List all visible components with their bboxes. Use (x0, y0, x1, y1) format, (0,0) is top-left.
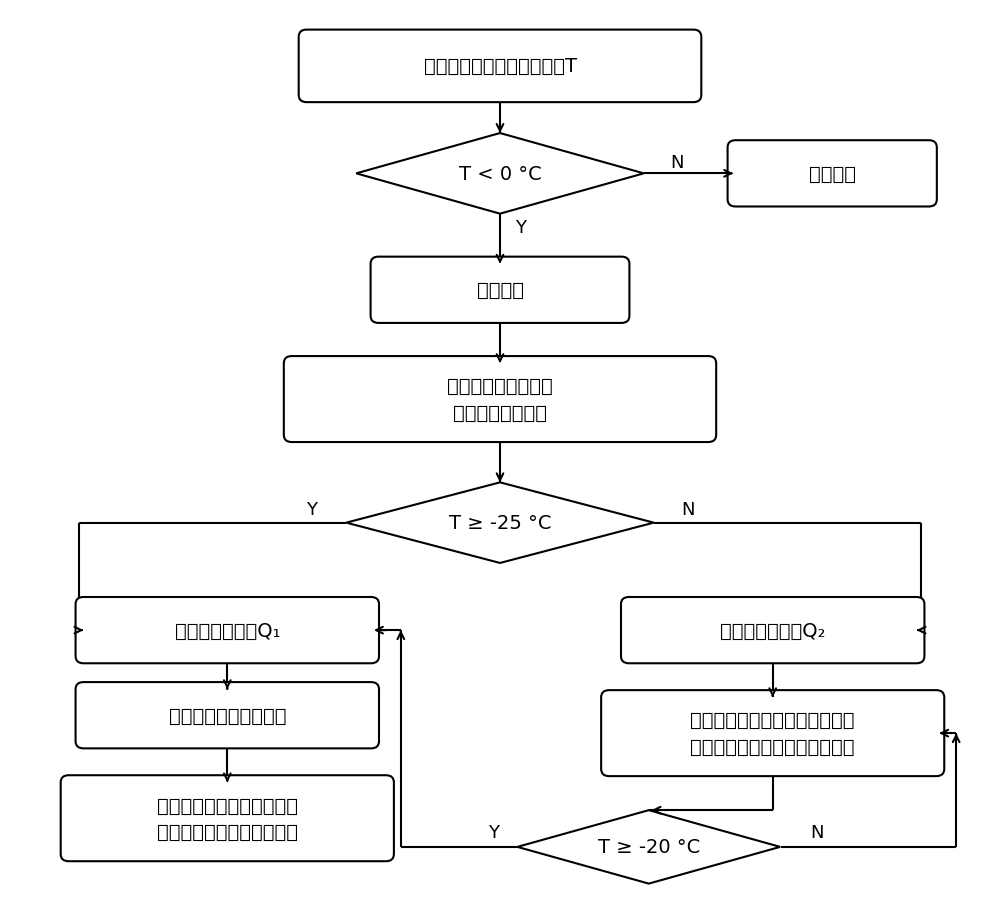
FancyBboxPatch shape (601, 691, 944, 777)
Text: N: N (682, 500, 695, 518)
FancyBboxPatch shape (76, 683, 379, 749)
FancyBboxPatch shape (61, 776, 394, 861)
Text: N: N (811, 823, 824, 841)
Polygon shape (346, 483, 654, 563)
FancyBboxPatch shape (76, 597, 379, 664)
Text: 低温启动: 低温启动 (477, 281, 524, 300)
Text: 设定冷却剂流量Q₂: 设定冷却剂流量Q₂ (720, 621, 825, 640)
Text: 启用冷启动循环回路
关闭标准冷却回路: 启用冷启动循环回路 关闭标准冷却回路 (447, 377, 553, 423)
Text: T ≥ -20 °C: T ≥ -20 °C (598, 837, 700, 856)
Text: 设定冷却剂流量Q₁: 设定冷却剂流量Q₁ (175, 621, 280, 640)
Polygon shape (517, 810, 780, 884)
Text: Y: Y (515, 219, 526, 237)
Text: T < 0 °C: T < 0 °C (459, 164, 541, 183)
Text: Y: Y (306, 500, 317, 518)
Polygon shape (356, 134, 644, 214)
Text: N: N (670, 154, 683, 172)
FancyBboxPatch shape (621, 597, 924, 664)
FancyBboxPatch shape (284, 357, 716, 442)
FancyBboxPatch shape (728, 141, 937, 208)
Text: 燃料电池堆冷却液出口温度T: 燃料电池堆冷却液出口温度T (424, 57, 576, 76)
Text: 正常启动: 正常启动 (809, 164, 856, 183)
Text: Y: Y (488, 823, 499, 841)
Text: 按设定程序进行自启动: 按设定程序进行自启动 (169, 706, 286, 725)
FancyBboxPatch shape (299, 31, 701, 103)
Text: 充电电池向电加热器供电加热冷
却液并持续监测冷却液出口温度: 充电电池向电加热器供电加热冷 却液并持续监测冷却液出口温度 (690, 711, 855, 756)
Text: T ≥ -25 °C: T ≥ -25 °C (449, 514, 551, 533)
FancyBboxPatch shape (371, 257, 629, 323)
Text: 结束后关闭冷启动循环打开
标准冷却回路进行正常运行: 结束后关闭冷启动循环打开 标准冷却回路进行正常运行 (157, 796, 298, 841)
